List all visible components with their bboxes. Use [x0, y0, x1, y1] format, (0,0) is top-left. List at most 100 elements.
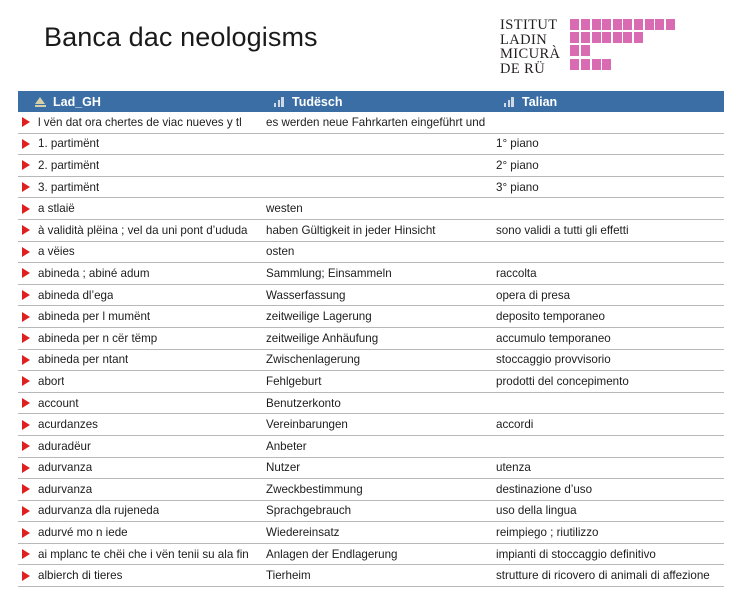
cell-text-lad-gh: abineda dl’ega: [38, 288, 114, 302]
cell-talian: prodotti del concepimento: [496, 370, 724, 393]
column-header-tudesch[interactable]: Tudësch: [266, 91, 496, 112]
expand-row-triangle-icon[interactable]: [22, 225, 30, 236]
cell-talian: strutture di ricovero di animali di affe…: [496, 564, 724, 588]
cell-talian: [496, 435, 724, 458]
cell-lad-gh: adurvanza: [18, 457, 266, 480]
expand-row-triangle-icon[interactable]: [22, 246, 30, 257]
cell-lad-gh: 3. partimënt: [18, 176, 266, 199]
expand-row-triangle-icon[interactable]: [22, 268, 30, 279]
table-row[interactable]: account Benutzerkonto: [18, 392, 724, 415]
column-header-talian[interactable]: Talian: [496, 91, 724, 112]
table-header-row: Lad_GH Tudësch Talian: [18, 91, 724, 112]
table-row[interactable]: abort Fehlgeburt prodotti del concepimento: [18, 370, 724, 393]
cell-tudesch: zeitweilige Anhäufung: [266, 327, 496, 350]
cell-tudesch: Anlagen der Endlagerung: [266, 543, 496, 566]
cell-lad-gh: a stlaië: [18, 197, 266, 220]
logo-square-row: [570, 58, 674, 70]
cell-text-lad-gh: abineda ; abiné adum: [38, 266, 150, 280]
expand-row-triangle-icon[interactable]: [22, 570, 30, 581]
expand-row-triangle-icon[interactable]: [22, 311, 30, 322]
expand-row-triangle-icon[interactable]: [22, 376, 30, 387]
table-row[interactable]: adurvanza Nutzer utenza: [18, 457, 724, 480]
cell-tudesch: Sprachgebrauch: [266, 500, 496, 523]
istitut-ladin-logo: ISTITUT LADIN MICURÀ DE RÜ: [500, 18, 675, 76]
cell-tudesch: Benutzerkonto: [266, 392, 496, 415]
table-row[interactable]: abineda per n cër tëmp zeitweilige Anhäuf…: [18, 327, 724, 350]
cell-talian: accumulo temporaneo: [496, 327, 724, 350]
logo-square: [581, 32, 591, 44]
column-header-lad-gh[interactable]: Lad_GH: [18, 91, 266, 112]
cell-tudesch: [266, 176, 496, 199]
table-row[interactable]: albierch di tieres Tierheim strutture di r…: [18, 564, 724, 588]
cell-tudesch: es werden neue Fahrkarten eingeführt und: [266, 112, 496, 134]
table-row[interactable]: adurvanza dla rujeneda Sprachgebrauch uso …: [18, 500, 724, 523]
cell-text-lad-gh: albierch di tieres: [38, 569, 123, 583]
expand-row-triangle-icon[interactable]: [22, 527, 30, 538]
table-row[interactable]: à validità plëina ; vel da uni pont d’ud…: [18, 219, 724, 242]
expand-row-triangle-icon[interactable]: [22, 549, 30, 560]
expand-row-triangle-icon[interactable]: [22, 333, 30, 344]
cell-text-lad-gh: abineda per ntant: [38, 353, 129, 367]
expand-row-triangle-icon[interactable]: [22, 398, 30, 409]
expand-row-triangle-icon[interactable]: [22, 441, 30, 452]
logo-square: [581, 58, 591, 70]
table-row[interactable]: abineda ; abiné adum Sammlung; Einsammeln…: [18, 262, 724, 285]
logo-square: [623, 32, 633, 44]
cell-tudesch: osten: [266, 241, 496, 264]
cell-lad-gh: abineda ; abiné adum: [18, 262, 266, 285]
table-row[interactable]: a stlaië westen: [18, 197, 724, 220]
bar-chart-icon[interactable]: [504, 96, 515, 107]
cell-tudesch: Wasserfassung: [266, 284, 496, 307]
logo-square: [581, 45, 591, 57]
logo-square: [591, 58, 601, 70]
expand-row-triangle-icon[interactable]: [22, 160, 30, 171]
table-row[interactable]: abineda per l mumënt zeitweilige Lagerung…: [18, 305, 724, 328]
expand-row-triangle-icon[interactable]: [22, 138, 30, 149]
expand-row-triangle-icon[interactable]: [22, 203, 30, 214]
cell-lad-gh: 1. partimënt: [18, 133, 266, 156]
cell-text-lad-gh: 2. partimënt: [38, 158, 100, 172]
expand-row-triangle-icon[interactable]: [22, 290, 30, 301]
cell-lad-gh: abineda per l mumënt: [18, 305, 266, 328]
logo-square: [602, 32, 612, 44]
logo-square: [570, 58, 580, 70]
logo-square: [602, 19, 612, 30]
table-row[interactable]: aduradëur Anbeter: [18, 435, 724, 458]
column-header-label-tudesch: Tudësch: [292, 94, 343, 109]
table-row[interactable]: adurvanza Zweckbestimmung destinazione d’u…: [18, 478, 724, 501]
table-row[interactable]: 3. partimënt 3° piano: [18, 176, 724, 199]
expand-row-triangle-icon[interactable]: [22, 182, 30, 193]
cell-text-lad-gh: adurvanza dla rujeneda: [38, 504, 160, 518]
cell-text-lad-gh: a stlaië: [38, 202, 75, 216]
cell-talian: opera di presa: [496, 284, 724, 307]
expand-row-triangle-icon[interactable]: [22, 354, 30, 365]
cell-lad-gh: aduradëur: [18, 435, 266, 458]
expand-row-triangle-icon[interactable]: [22, 505, 30, 516]
table-row[interactable]: 2. partimënt 2° piano: [18, 154, 724, 177]
bar-chart-icon[interactable]: [274, 96, 285, 107]
cell-text-lad-gh: account: [38, 396, 79, 410]
table-row[interactable]: abineda per ntant Zwischenlagerung stoccag…: [18, 349, 724, 372]
table-row[interactable]: a vëies osten: [18, 241, 724, 264]
cell-text-lad-gh: acurdanzes: [38, 418, 98, 432]
expand-row-triangle-icon[interactable]: [22, 484, 30, 495]
table-row[interactable]: adurvé mo n iede Wiedereinsatz reimpiego ;…: [18, 521, 724, 544]
expand-row-triangle-icon[interactable]: [22, 117, 30, 128]
expand-row-triangle-icon[interactable]: [22, 462, 30, 473]
logo-square: [644, 19, 654, 30]
cell-text-lad-gh: l vën dat ora chertes de viac nueves y t…: [38, 115, 242, 129]
table-row[interactable]: abineda dl’ega Wasserfassung opera di pres…: [18, 284, 724, 307]
table-row[interactable]: acurdanzes Vereinbarungen accordi: [18, 413, 724, 436]
logo-square: [612, 19, 622, 30]
expand-row-triangle-icon[interactable]: [22, 419, 30, 430]
table-row[interactable]: 1. partimënt 1° piano: [18, 133, 724, 156]
sort-ascending-icon[interactable]: [35, 96, 46, 107]
cell-tudesch: Vereinbarungen: [266, 413, 496, 436]
table-row[interactable]: l vën dat ora chertes de viac nueves y t…: [18, 112, 724, 134]
cell-lad-gh: ai mplanc te chëi che i vën tenii su ala…: [18, 543, 266, 566]
logo-line-4: DE RÜ: [500, 60, 546, 77]
table-row[interactable]: ai mplanc te chëi che i vën tenii su ala…: [18, 543, 724, 566]
column-header-label-lad-gh: Lad_GH: [53, 94, 101, 109]
cell-tudesch: Zweckbestimmung: [266, 478, 496, 501]
